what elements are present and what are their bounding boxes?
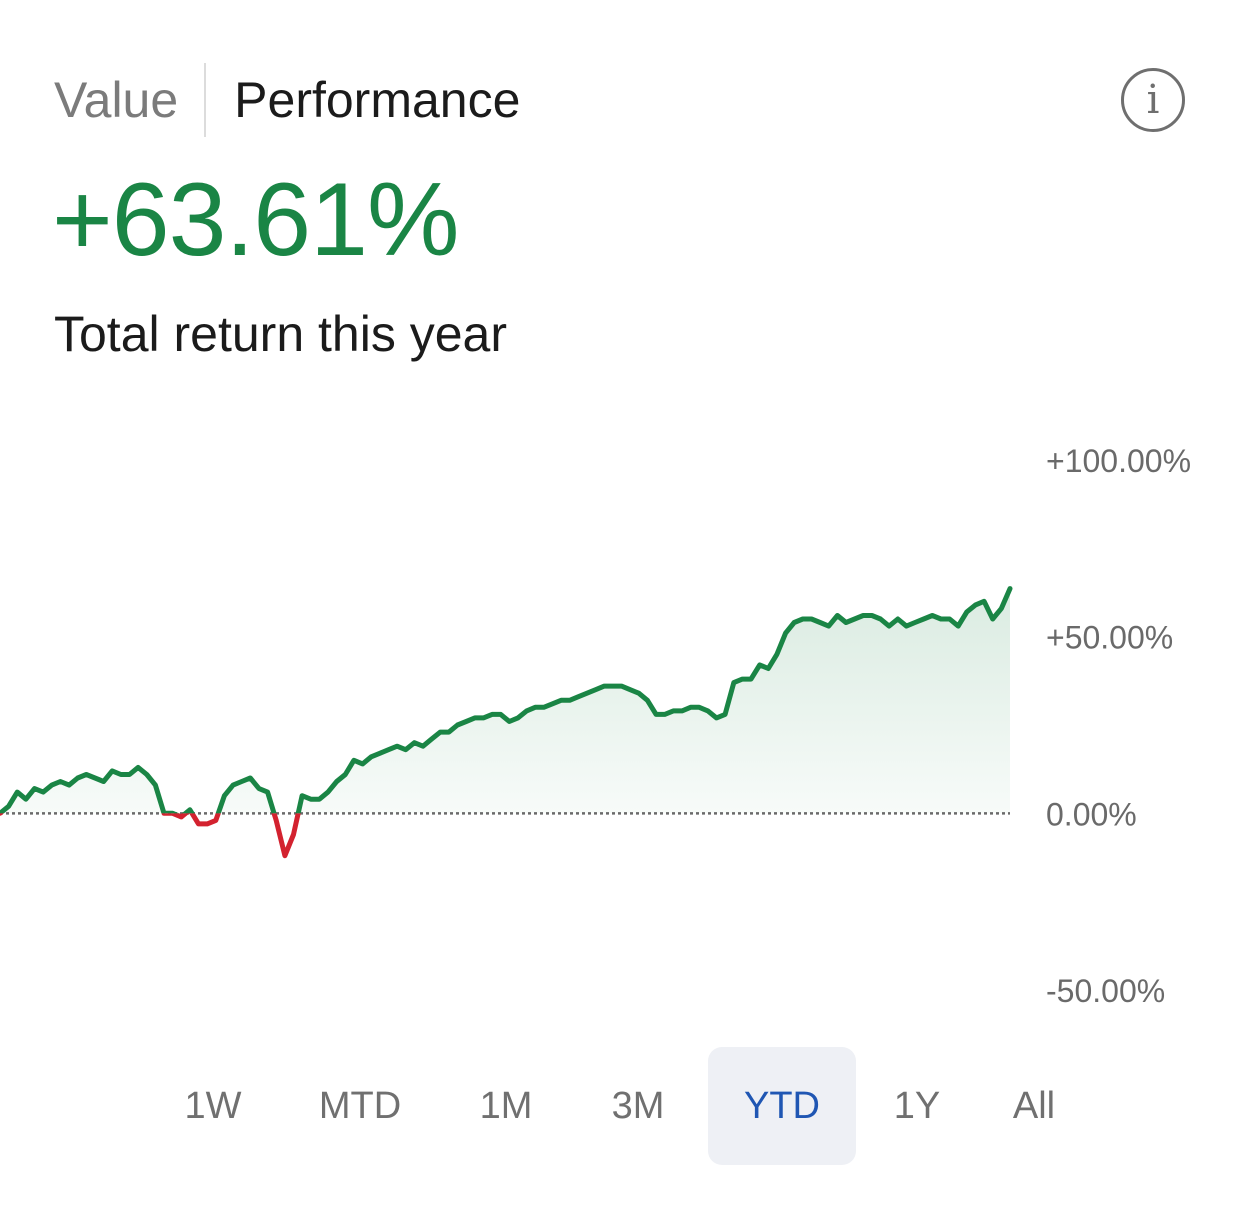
range-button-1m[interactable]: 1M [479, 1084, 533, 1127]
total-return-value: +63.61% [52, 162, 459, 278]
range-button-mtd[interactable]: MTD [318, 1084, 402, 1127]
y-tick-label: +100.00% [1046, 443, 1191, 479]
range-selector: 1W MTD 1M 3M YTD 1Y All [150, 1046, 1090, 1166]
y-tick-layer: +100.00% +50.00% 0.00% -50.00% [1046, 443, 1191, 1009]
y-tick-label: 0.00% [1046, 796, 1137, 832]
range-button-ytd[interactable]: YTD [708, 1047, 856, 1165]
area-fill-layer [0, 588, 1010, 814]
range-button-1w[interactable]: 1W [184, 1084, 242, 1127]
performance-chart[interactable]: +100.00% +50.00% 0.00% -50.00% [0, 420, 1240, 1030]
y-tick-label: -50.00% [1046, 973, 1165, 1009]
info-circle-icon: i [1146, 77, 1160, 123]
y-tick-label: +50.00% [1046, 620, 1173, 656]
tab-performance[interactable]: Performance [234, 72, 521, 128]
total-return-caption: Total return this year [54, 306, 507, 362]
info-button[interactable]: i [1121, 68, 1185, 132]
tab-divider [204, 63, 207, 137]
tab-value[interactable]: Value [54, 72, 179, 128]
performance-line-positive [0, 586, 1013, 814]
range-button-1y[interactable]: 1Y [893, 1084, 941, 1127]
range-button-3m[interactable]: 3M [611, 1084, 665, 1127]
performance-area-fill [0, 588, 1010, 814]
view-tabs: Value Performance [54, 62, 520, 138]
range-button-all[interactable]: All [1012, 1084, 1056, 1127]
line-layer [0, 586, 1013, 859]
